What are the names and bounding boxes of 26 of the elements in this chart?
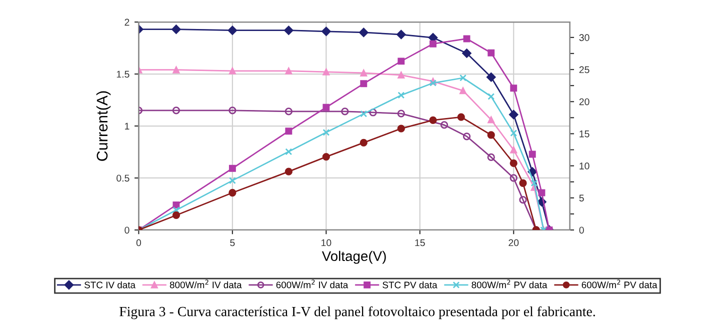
legend-label: 600W/m$^{2}$ PV data — [582, 280, 658, 288]
legend-label: 800W/m$^{2}$ PV data — [472, 280, 548, 288]
x-tick-label: 20 — [508, 239, 519, 246]
y-tick-label: 2 — [124, 18, 130, 26]
y2-tick-label: 30 — [579, 34, 590, 42]
y2-tick-label: 0 — [579, 226, 584, 234]
text: Figura 3 - Curva característica I-V del panel fotovoltaico presentada por el fabricante. — [120, 306, 595, 320]
y2-tick-label: 15 — [580, 130, 590, 138]
y-tick-label: 0 — [124, 226, 130, 234]
y2-tick-label: 10 — [580, 162, 590, 170]
y2-tick-label: 25 — [579, 66, 590, 74]
y-tick-label: 0.5 — [116, 174, 130, 182]
x-tick-label: 0 — [136, 239, 142, 246]
y-axis-title: Current(A) — [96, 91, 111, 161]
x-tick-label: 10 — [322, 239, 332, 246]
y2-tick-label: 20 — [579, 98, 590, 106]
legend-label: 600W/m$^{2}$ IV data — [276, 280, 348, 288]
x-axis-title: Voltage(V) — [322, 250, 386, 264]
x-tick-label: 5 — [230, 239, 235, 246]
legend-label: 800W/m$^{2}$ IV data — [170, 280, 242, 288]
x-tick-label: 15 — [415, 239, 425, 246]
y2-tick-label: 5 — [579, 194, 584, 202]
y-tick-label: 1.5 — [116, 70, 130, 78]
y-tick-label: 1 — [125, 122, 130, 130]
legend-label: STC IV data — [84, 281, 136, 288]
legend-label: STC PV data — [382, 281, 438, 288]
